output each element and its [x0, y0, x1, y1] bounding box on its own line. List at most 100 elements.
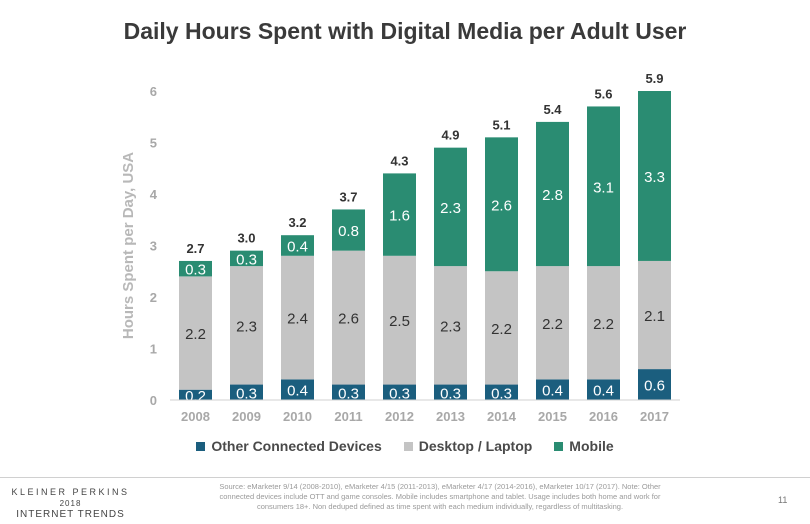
- legend-item-mobile: Mobile: [554, 438, 614, 454]
- chart-area: 0 1 2 3 4 5 6 Hours Spent per Day, USA 0.2 2.2 0.3…: [120, 71, 680, 424]
- y-tick-label: 1: [150, 342, 157, 357]
- y-tick-label: 3: [150, 239, 157, 254]
- legend-swatch-mobile: [554, 441, 564, 451]
- total-label: 5.1: [492, 117, 510, 132]
- legend-item-other-devices: Other Connected Devices: [196, 438, 382, 454]
- bar-segment: [179, 389, 212, 400]
- bar-segment: [536, 121, 569, 267]
- bar-segment: [383, 255, 416, 385]
- bar-segment: [638, 91, 671, 261]
- data-label: 0.3: [440, 385, 461, 402]
- total-label: 3.7: [339, 189, 357, 204]
- bar-segment: [638, 260, 671, 370]
- y-tick-label: 6: [150, 84, 157, 99]
- x-tick-label: 2010: [283, 409, 312, 424]
- bar-segment: [281, 235, 314, 256]
- data-label: 0.2: [185, 388, 206, 405]
- bar-segment: [179, 276, 212, 390]
- bar-segment: [485, 384, 518, 400]
- data-label: 0.3: [236, 385, 257, 402]
- x-tick-label: 2011: [334, 409, 362, 424]
- data-label: 1.6: [389, 208, 410, 225]
- bar-segment: [332, 250, 365, 385]
- chart-title: Daily Hours Spent with Digital Media per…: [123, 18, 687, 44]
- data-label: 0.4: [287, 239, 308, 256]
- bar-segment: [230, 266, 263, 385]
- source-note: Source: eMarketer 9/14 (2008-2010), eMar…: [219, 482, 661, 511]
- data-label: 0.3: [338, 385, 359, 402]
- data-label: 0.6: [644, 378, 665, 395]
- data-label: 3.3: [644, 169, 665, 186]
- data-label: 0.8: [338, 223, 359, 240]
- bar-segment: [485, 271, 518, 385]
- data-label: 2.1: [644, 308, 665, 325]
- total-label: 5.6: [594, 86, 612, 101]
- y-tick-label: 2: [150, 290, 157, 305]
- data-label: 0.3: [491, 385, 512, 402]
- bar-segment: [383, 173, 416, 256]
- data-label: 2.2: [491, 321, 512, 338]
- x-tick-label: 2017: [640, 409, 669, 424]
- x-tick-label: 2012: [385, 409, 414, 424]
- data-label: 3.1: [593, 179, 614, 196]
- x-tick-label: 2016: [589, 409, 618, 424]
- data-label: 2.8: [542, 187, 563, 204]
- total-label: 3.0: [237, 231, 255, 246]
- total-label: 5.9: [645, 71, 663, 86]
- bar-segment: [332, 209, 365, 251]
- bar-segment: [332, 384, 365, 400]
- bar-segment: [230, 384, 263, 400]
- bar-segment: [383, 384, 416, 400]
- legend-label-desktop: Desktop / Laptop: [418, 438, 533, 454]
- y-tick-label: 5: [150, 136, 157, 151]
- x-tick-label: 2009: [232, 409, 261, 424]
- logo-line-2: 2018: [59, 499, 82, 508]
- data-label: 2.4: [287, 311, 308, 328]
- footer-divider: [0, 477, 810, 478]
- data-label: 0.3: [389, 385, 410, 402]
- x-tick-label: 2008: [181, 409, 210, 424]
- y-tick-label: 0: [150, 393, 157, 408]
- bar-segment: [587, 266, 620, 380]
- data-label: 2.2: [593, 316, 614, 333]
- total-label: 4.9: [441, 128, 459, 143]
- total-label: 5.4: [543, 102, 562, 117]
- total-label: 2.7: [186, 241, 204, 256]
- data-label: 0.3: [185, 262, 206, 279]
- data-label: 2.2: [542, 316, 563, 333]
- logo-line-1: KLEINER PERKINS: [11, 487, 130, 497]
- data-label: 2.6: [338, 311, 359, 328]
- data-label: 2.2: [185, 326, 206, 343]
- bar-segment: [434, 384, 467, 400]
- legend-label-mobile: Mobile: [569, 438, 614, 454]
- y-tick-label: 4: [150, 187, 158, 202]
- x-tick-label: 2014: [487, 409, 517, 424]
- bar-segment: [281, 379, 314, 400]
- bar-segment: [536, 266, 569, 380]
- bar-segment: [587, 379, 620, 400]
- legend-swatch-other-devices: [196, 441, 206, 451]
- bar-segment: [434, 266, 467, 385]
- bar-segment: [638, 369, 671, 400]
- bar-segment: [230, 250, 263, 267]
- total-label: 4.3: [390, 153, 408, 168]
- legend-item-desktop: Desktop / Laptop: [403, 438, 533, 454]
- legend-label-other-devices: Other Connected Devices: [211, 438, 382, 454]
- x-tick-label: 2015: [538, 409, 567, 424]
- legend-swatch-desktop: [403, 441, 413, 451]
- data-label: 2.3: [236, 318, 257, 335]
- data-label: 0.3: [236, 251, 257, 268]
- page-number: 11: [778, 495, 788, 505]
- bar-segment: [587, 106, 620, 267]
- data-label: 2.5: [389, 313, 410, 330]
- total-label: 3.2: [288, 215, 306, 230]
- bar-segment: [179, 260, 212, 277]
- legend: Other Connected Devices Desktop / Laptop…: [0, 438, 810, 454]
- bar-segment: [536, 379, 569, 400]
- data-label: 2.6: [491, 197, 512, 214]
- y-axis-title: Hours Spent per Day, USA: [120, 152, 137, 339]
- data-label: 0.4: [542, 383, 563, 400]
- logo-line-3: INTERNET TRENDS: [16, 509, 125, 520]
- data-label: 0.4: [593, 383, 614, 400]
- data-label: 2.3: [440, 318, 461, 335]
